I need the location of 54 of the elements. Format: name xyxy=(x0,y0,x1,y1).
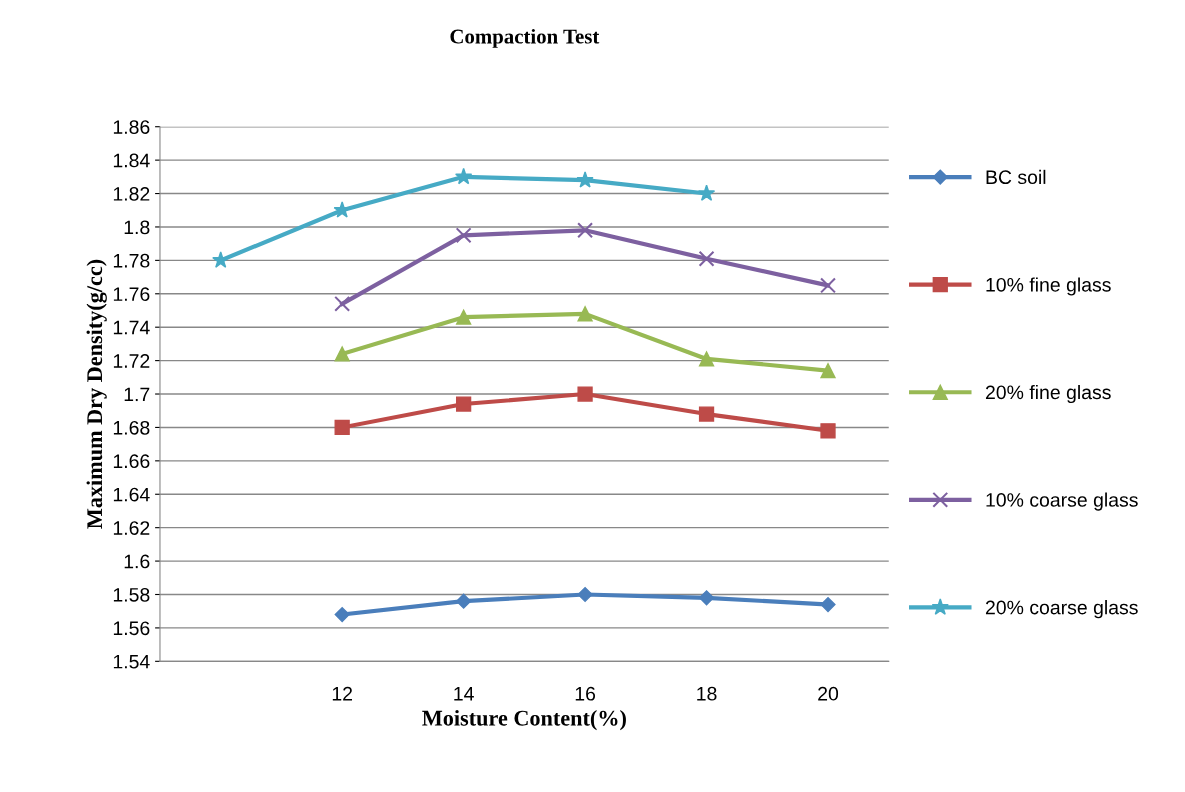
point xyxy=(576,171,594,188)
legend-label: 20% coarse glass xyxy=(985,600,1138,619)
point xyxy=(820,277,836,294)
y-tick-label: 1.7 xyxy=(124,387,150,402)
chart-title: Compaction Test xyxy=(450,28,600,48)
point xyxy=(455,396,472,412)
point xyxy=(820,362,836,379)
point xyxy=(334,346,350,362)
y-tick-label: 1.76 xyxy=(113,287,150,302)
x-tick-label: 12 xyxy=(332,686,353,701)
point xyxy=(577,222,594,239)
x-tick-label: 20 xyxy=(818,686,839,701)
point xyxy=(697,184,716,201)
x-tick-label: 18 xyxy=(697,686,717,701)
y-tick-label: 1.66 xyxy=(113,454,150,469)
point xyxy=(820,596,836,613)
point xyxy=(455,309,472,325)
y-tick-label: 1.62 xyxy=(113,521,150,535)
y-tick-label: 1.72 xyxy=(113,354,150,368)
y-tick-label: 1.84 xyxy=(113,153,150,168)
x-tick-label: 14 xyxy=(454,687,474,701)
y-tick-label: 1.8 xyxy=(124,220,150,235)
point xyxy=(456,593,472,609)
y-tick-label: 1.58 xyxy=(113,587,150,602)
point xyxy=(212,251,230,268)
y-tick-label: 1.56 xyxy=(113,621,150,636)
legend-label: BC soil xyxy=(986,169,1046,185)
legend-label: 10% fine glass xyxy=(986,277,1111,296)
y-axis-title: Maximum Dry Density(g/cc) xyxy=(86,259,107,529)
point xyxy=(334,295,351,312)
x-tick-label: 16 xyxy=(575,686,596,701)
point xyxy=(577,306,593,322)
point xyxy=(698,406,715,422)
legend-label: 20% fine glass xyxy=(985,384,1111,404)
y-tick-label: 1.82 xyxy=(113,187,150,201)
y-tick-label: 1.86 xyxy=(113,120,150,134)
x-axis-title: Moisture Content(%) xyxy=(422,710,626,731)
point xyxy=(698,351,715,367)
point xyxy=(577,586,593,603)
point xyxy=(820,423,836,439)
y-tick-label: 1.74 xyxy=(113,320,150,335)
y-tick-label: 1.6 xyxy=(124,554,150,569)
legend-label: 10% coarse glass xyxy=(986,492,1138,511)
point xyxy=(334,606,350,623)
point xyxy=(698,590,715,606)
y-tick-label: 1.64 xyxy=(113,487,150,502)
point xyxy=(334,419,350,436)
point xyxy=(455,167,473,185)
y-tick-label: 1.78 xyxy=(113,253,150,268)
point xyxy=(577,386,593,402)
point xyxy=(455,227,472,244)
y-tick-label: 1.54 xyxy=(113,654,150,669)
y-tick-label: 1.68 xyxy=(113,420,150,435)
point xyxy=(698,250,715,267)
